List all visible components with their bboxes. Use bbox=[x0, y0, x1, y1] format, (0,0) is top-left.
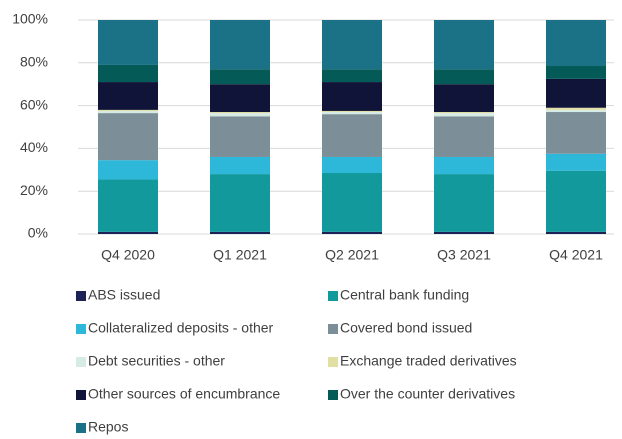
bar-segment bbox=[98, 82, 158, 110]
bar-segment bbox=[434, 231, 494, 234]
legend-swatch bbox=[76, 390, 86, 400]
x-tick-label: Q4 2021 bbox=[549, 247, 603, 263]
legend-swatch bbox=[328, 291, 338, 301]
bar-segment bbox=[210, 113, 270, 117]
bar-segment bbox=[434, 174, 494, 232]
bar-segment bbox=[98, 64, 158, 83]
bar-segment bbox=[546, 78, 606, 108]
bar-segment bbox=[546, 153, 606, 171]
bar-segment bbox=[98, 160, 158, 180]
y-tick-label: 40% bbox=[20, 139, 48, 155]
legend-label: Covered bond issued bbox=[340, 320, 472, 336]
bar-segment bbox=[322, 82, 382, 111]
bar-segment bbox=[434, 113, 494, 117]
x-tick-label: Q4 2020 bbox=[101, 247, 155, 263]
bar-segment bbox=[546, 107, 606, 110]
bar-segment bbox=[322, 114, 382, 157]
x-tick-label: Q2 2021 bbox=[325, 247, 379, 263]
legend-label: Collateralized deposits - other bbox=[88, 320, 274, 336]
bar-segment bbox=[546, 66, 606, 79]
legend-swatch bbox=[76, 357, 86, 367]
x-tick-label: Q3 2021 bbox=[437, 247, 491, 263]
bar-segment bbox=[434, 20, 494, 70]
bar-segment bbox=[98, 20, 158, 65]
bar-segment bbox=[322, 173, 382, 232]
bar-segment bbox=[210, 69, 270, 85]
bar-segment bbox=[98, 110, 158, 114]
legend-label: Other sources of encumbrance bbox=[88, 386, 280, 402]
bar-segment bbox=[210, 112, 270, 114]
legend-swatch bbox=[328, 357, 338, 367]
bar-segment bbox=[434, 112, 494, 114]
legend-swatch bbox=[76, 324, 86, 334]
bar-segment bbox=[98, 113, 158, 161]
bar-segment bbox=[98, 231, 158, 234]
bar-segment bbox=[434, 69, 494, 85]
bar-segment bbox=[546, 231, 606, 234]
bar-segment bbox=[210, 84, 270, 113]
y-tick-label: 100% bbox=[12, 11, 48, 27]
bar-segment bbox=[434, 84, 494, 113]
bar-segment bbox=[434, 156, 494, 175]
legend-label: Repos bbox=[88, 419, 128, 435]
bar-segment bbox=[322, 231, 382, 234]
legend-swatch bbox=[328, 390, 338, 400]
legend-label: Central bank funding bbox=[340, 287, 469, 303]
bar-segment bbox=[322, 69, 382, 83]
bar-segment bbox=[322, 156, 382, 174]
bar-segment bbox=[322, 20, 382, 70]
bar-segment bbox=[546, 109, 606, 113]
bar-segment bbox=[210, 20, 270, 70]
bar-segment bbox=[434, 116, 494, 157]
bar-segment bbox=[322, 110, 382, 113]
bar-segment bbox=[210, 116, 270, 157]
x-tick-label: Q1 2021 bbox=[213, 247, 267, 263]
legend-label: Exchange traded derivatives bbox=[340, 353, 517, 369]
y-tick-label: 0% bbox=[28, 225, 48, 241]
bar-segment bbox=[210, 156, 270, 175]
legend-label: Debt securities - other bbox=[88, 353, 225, 369]
y-tick-label: 20% bbox=[20, 182, 48, 198]
bar-segment bbox=[210, 231, 270, 234]
legend-swatch bbox=[328, 324, 338, 334]
legend-label: ABS issued bbox=[88, 287, 160, 303]
legend-swatch bbox=[76, 423, 86, 433]
bar-segment bbox=[546, 20, 606, 67]
bar-segment bbox=[210, 174, 270, 232]
bar-segment bbox=[98, 179, 158, 232]
bar-segment bbox=[322, 112, 382, 115]
y-tick-label: 60% bbox=[20, 96, 48, 112]
bar-segment bbox=[546, 170, 606, 232]
bar-segment bbox=[546, 112, 606, 154]
legend-label: Over the counter derivatives bbox=[340, 386, 515, 402]
legend-swatch bbox=[76, 291, 86, 301]
bar-segment bbox=[98, 109, 158, 111]
y-tick-label: 80% bbox=[20, 54, 48, 70]
